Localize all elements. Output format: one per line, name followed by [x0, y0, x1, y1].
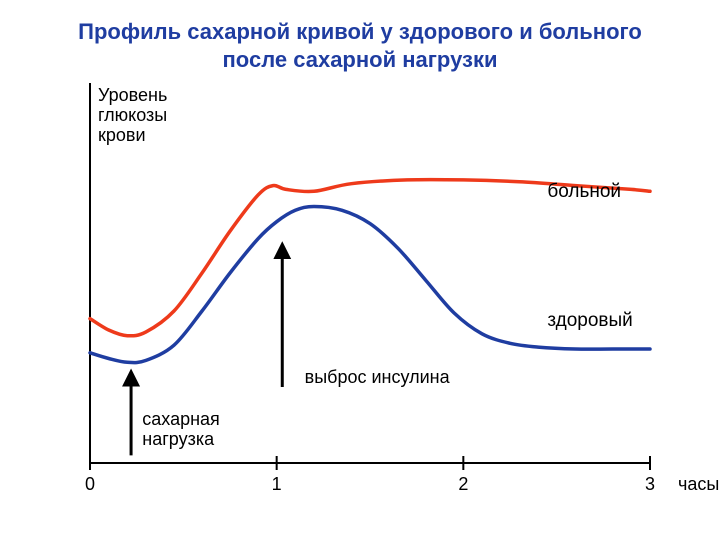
title-line1: Профиль сахарной кривой у здорового и бо… — [78, 19, 642, 44]
x-tick-label: 1 — [272, 474, 282, 494]
sugar-load-label: нагрузка — [142, 429, 215, 449]
y-axis-label: крови — [98, 125, 146, 145]
x-tick-label: 3 — [645, 474, 655, 494]
x-axis-label: часы — [678, 474, 719, 494]
x-tick-label: 2 — [458, 474, 468, 494]
glucose-curve-chart: 0 1 2 3 часы Уровеньглюкозыкрови больной здоров… — [0, 73, 720, 543]
series-healthy — [90, 207, 650, 363]
series-label-healthy: здоровый — [547, 310, 632, 331]
sugar-load-label: сахарная — [142, 409, 220, 429]
y-axis-label: глюкозы — [98, 105, 167, 125]
chart-area: 0 1 2 3 часы Уровеньглюкозыкрови больной здоров… — [0, 73, 720, 543]
title-line2: после сахарной нагрузки — [223, 47, 498, 72]
x-tick-label: 0 — [85, 474, 95, 494]
y-axis-label: Уровень — [98, 85, 167, 105]
insulin-label: выброс инсулина — [305, 367, 451, 387]
series-label-patient: больной — [547, 181, 621, 202]
chart-title: Профиль сахарной кривой у здорового и бо… — [0, 0, 720, 73]
